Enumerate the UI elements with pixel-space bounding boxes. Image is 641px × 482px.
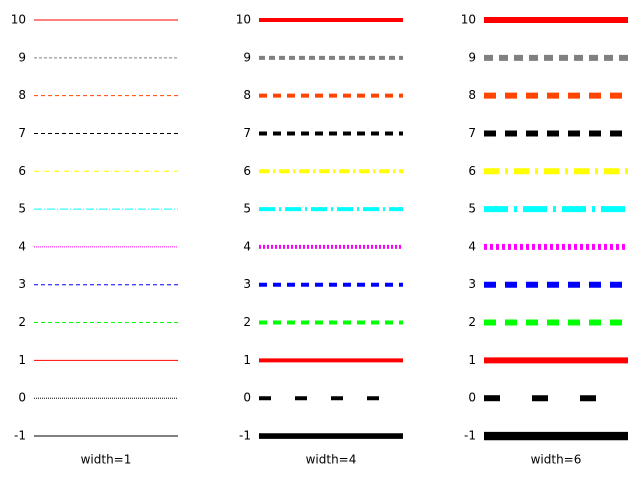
row-label: 8 — [243, 88, 251, 102]
row-label: 2 — [18, 315, 26, 329]
row-label: 5 — [468, 202, 476, 216]
row-label: 5 — [243, 202, 251, 216]
panel-label: width=4 — [306, 453, 357, 467]
row-label: 6 — [243, 164, 251, 178]
row-label: -1 — [239, 429, 251, 443]
row-label: 3 — [18, 277, 26, 291]
row-label: 2 — [468, 315, 476, 329]
row-label: 4 — [468, 239, 476, 253]
row-label: 7 — [243, 126, 251, 140]
row-label: -1 — [14, 429, 26, 443]
row-label: 4 — [243, 239, 251, 253]
row-label: -1 — [464, 429, 476, 443]
row-label: 0 — [18, 391, 26, 405]
row-label: 4 — [18, 239, 26, 253]
row-label: 9 — [243, 50, 251, 64]
row-label: 9 — [468, 50, 476, 64]
row-label: 9 — [18, 50, 26, 64]
row-label: 1 — [18, 353, 26, 367]
row-label: 1 — [468, 353, 476, 367]
row-label: 10 — [461, 13, 476, 27]
row-label: 10 — [11, 13, 26, 27]
row-label: 6 — [468, 164, 476, 178]
panel-label: width=6 — [531, 453, 582, 467]
row-label: 6 — [18, 164, 26, 178]
row-label: 7 — [18, 126, 26, 140]
panel-label: width=1 — [81, 453, 132, 467]
row-label: 8 — [18, 88, 26, 102]
row-label: 2 — [243, 315, 251, 329]
row-label: 3 — [468, 277, 476, 291]
row-label: 8 — [468, 88, 476, 102]
row-label: 3 — [243, 277, 251, 291]
row-label: 1 — [243, 353, 251, 367]
row-label: 0 — [243, 391, 251, 405]
row-label: 5 — [18, 202, 26, 216]
row-label: 10 — [236, 13, 251, 27]
row-label: 7 — [468, 126, 476, 140]
row-label: 0 — [468, 391, 476, 405]
